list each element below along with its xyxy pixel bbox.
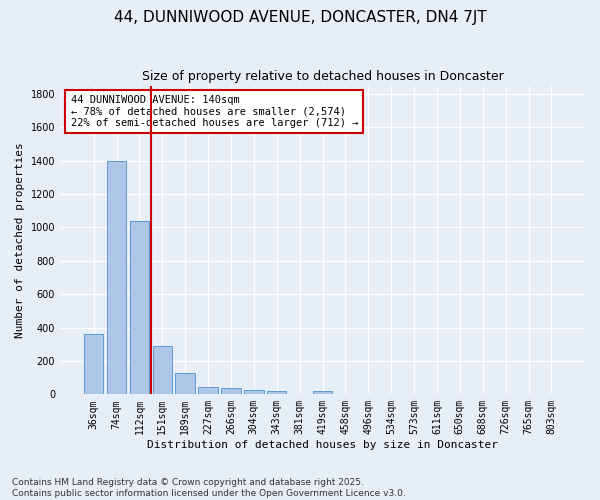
Bar (84, 334, 103, 394)
Bar (152, 346, 172, 395)
X-axis label: Distribution of detached houses by size in Doncaster: Distribution of detached houses by size … (147, 440, 498, 450)
Text: Contains HM Land Registry data © Crown copyright and database right 2025.
Contai: Contains HM Land Registry data © Crown c… (12, 478, 406, 498)
Bar (221, 388, 241, 394)
Bar (267, 392, 286, 394)
Bar (175, 372, 195, 394)
Bar (244, 390, 263, 394)
Text: 44 DUNNIWOOD AVENUE: 140sqm
← 78% of detached houses are smaller (2,574)
22% of : 44 DUNNIWOOD AVENUE: 140sqm ← 78% of det… (71, 95, 358, 128)
Bar (199, 388, 218, 394)
Text: 44, DUNNIWOOD AVENUE, DONCASTER, DN4 7JT: 44, DUNNIWOOD AVENUE, DONCASTER, DN4 7JT (113, 10, 487, 25)
Title: Size of property relative to detached houses in Doncaster: Size of property relative to detached ho… (142, 70, 503, 83)
Bar (313, 392, 332, 394)
Bar (130, 221, 149, 394)
Y-axis label: Number of detached properties: Number of detached properties (15, 142, 25, 338)
Bar (107, 160, 126, 394)
